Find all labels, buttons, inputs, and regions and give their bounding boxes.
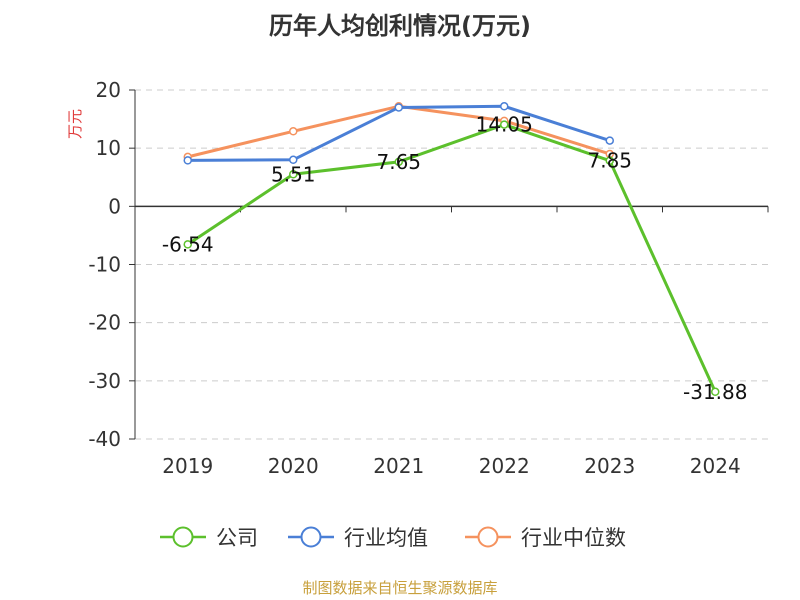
legend-item-0[interactable]: 公司 [160,526,258,550]
series-point [183,240,192,249]
series-point [394,157,403,167]
data-label: -6.54 [162,232,214,256]
data-label: 5.51 [271,162,316,186]
series-point [605,136,614,145]
legend: 公司 行业均值 行业中位数 [160,526,626,550]
series-point [394,103,403,112]
chart-title: 历年人均创利情况(万元) [269,12,531,40]
legend-item-1[interactable]: 行业均值 [288,526,428,550]
y-axis-label: 万元 [66,109,84,139]
y-tick-label: -20 [88,311,121,335]
legend-item-2[interactable]: 行业中位数 [465,526,626,550]
x-tick-label: 2021 [373,454,424,478]
series-0 [183,120,720,397]
series-1 [183,102,614,165]
series-point [183,156,192,165]
y-tick-label: -30 [88,369,121,393]
y-tick-label: 20 [96,78,121,102]
series-point [289,155,298,165]
x-tick-label: 2024 [690,454,741,478]
axes: 20 10 0 -10 -20 -30 -40 2019 2020 2021 2022 2023 202… [88,78,769,478]
legend-label: 行业中位数 [521,526,626,550]
data-label: 7.85 [587,149,632,173]
data-labels: -6.54 5.51 7.65 14.05 7.85 -31.88 [162,113,748,404]
legend-marker [477,526,499,548]
y-tick-label: -10 [88,253,121,277]
data-label: -31.88 [683,380,747,404]
legend-label: 行业均值 [344,526,428,550]
legend-marker [172,526,194,548]
y-tick-label: 0 [108,194,121,218]
x-tick-label: 2023 [584,454,635,478]
legend-label: 公司 [216,526,258,550]
x-tick-label: 2019 [162,454,213,478]
series-point [289,127,298,136]
data-label: 7.65 [376,150,421,174]
series-point [289,170,298,179]
y-tick-label: -40 [88,427,121,451]
legend-marker [300,526,322,548]
series-point [711,387,720,397]
series-point [605,156,614,165]
x-tick-label: 2020 [268,454,319,478]
series-layer [183,102,720,397]
y-tick-label: 10 [96,136,121,160]
source-note: 制图数据来自恒生聚源数据库 [302,579,497,597]
series-point [500,102,509,111]
data-label: 14.05 [476,113,533,137]
series-point [500,120,509,129]
x-tick-label: 2022 [479,454,530,478]
series-line [186,123,717,393]
